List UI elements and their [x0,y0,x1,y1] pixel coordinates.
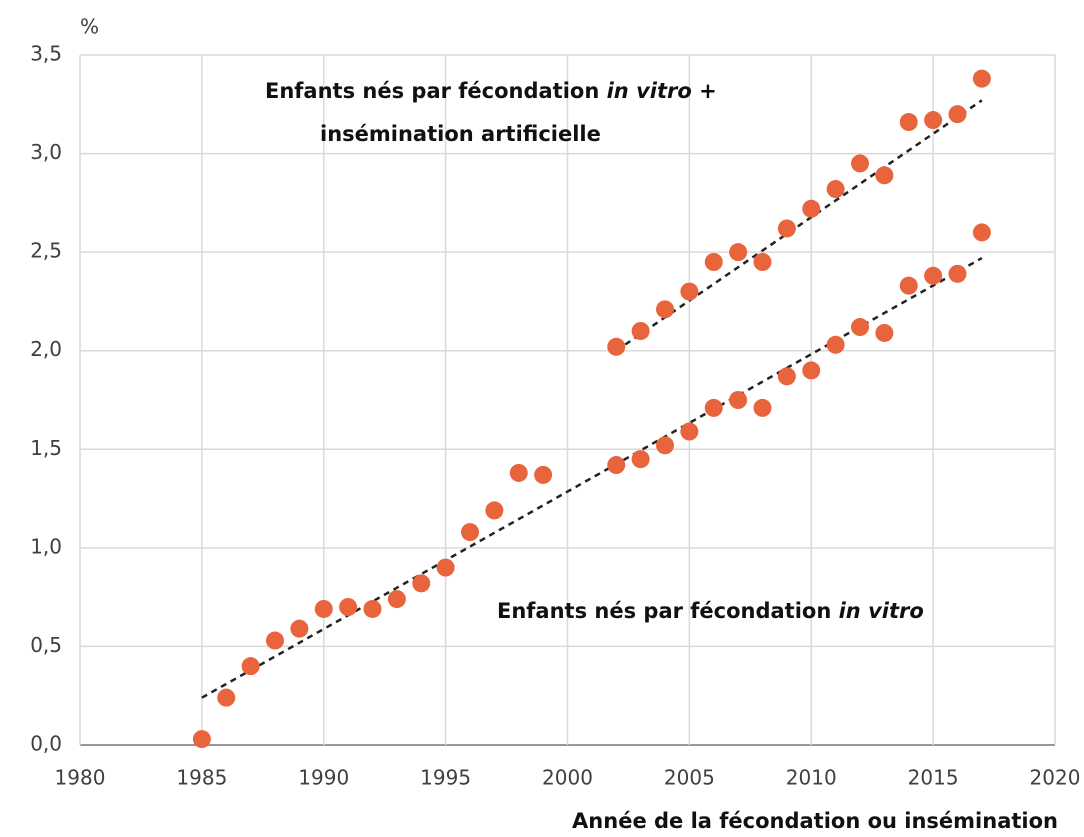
data-point [534,465,553,484]
y-tick-label: 3,5 [30,42,62,66]
data-point [826,180,845,199]
data-point [899,276,918,295]
data-point [753,253,772,271]
y-tick-label: 0,5 [30,633,62,657]
annotation-part: Enfants nés par fécondation [497,599,839,623]
data-point [729,243,748,262]
annotation-part: + [692,79,717,103]
data-point [509,463,528,482]
y-tick-label: 2,5 [30,239,62,263]
data-point [656,436,674,455]
data-point [607,456,626,475]
data-point [363,599,382,618]
data-point [217,688,236,707]
annotation: Enfants nés par fécondation in vitro + [265,79,717,103]
x-tick-label: 1995 [420,766,471,790]
x-tick-label: 1985 [176,766,227,790]
x-tick-label: 1990 [298,766,349,790]
data-point [607,337,626,356]
data-point [241,657,260,676]
data-point [631,450,650,469]
y-tick-label: 1,0 [30,534,62,558]
data-point [461,523,479,542]
data-point [851,318,869,337]
data-point [631,322,650,340]
data-point [924,111,943,130]
data-point [948,264,967,283]
data-point [777,219,796,238]
data-point [290,619,309,638]
x-tick-label: 2015 [908,766,959,790]
data-point [485,501,504,520]
data-point [656,300,674,319]
data-point [704,398,723,417]
data-point [729,391,748,409]
annotation-part: in vitro [839,599,924,623]
data-point [387,590,406,609]
data-point [972,69,991,88]
data-point [753,398,772,417]
data-point [875,166,894,185]
data-point [924,266,943,285]
x-tick-label: 2005 [664,766,715,790]
data-point [899,113,918,132]
data-point [412,574,431,593]
x-tick-label: 2000 [542,766,593,790]
annotation-part: Enfants nés par fécondation [265,79,607,103]
y-tick-label: 3,0 [30,140,62,164]
data-point [192,730,211,749]
data-point [875,323,894,342]
data-point [826,335,845,354]
x-axis-label: Année de la fécondation ou insémination [572,809,1058,833]
data-point [972,223,991,242]
data-point [777,367,796,386]
annotation: Enfants nés par fécondation in vitro [497,599,924,623]
data-point [680,422,699,441]
y-tick-label: 1,5 [30,436,62,460]
y-tick-label: 0,0 [30,732,62,756]
annotation: insémination artificielle [320,122,601,146]
trend-line [615,99,983,352]
data-point [436,558,455,577]
data-point [704,253,723,271]
data-point [802,361,821,380]
data-point [851,154,869,173]
x-tick-label: 2020 [1030,766,1081,790]
y-tick-label: 2,0 [30,337,62,361]
annotation-part: in vitro [607,79,692,103]
x-tick-label: 1980 [55,766,106,790]
data-point [948,105,967,124]
y-unit: % [80,15,99,39]
data-point [802,199,821,218]
data-point [266,631,284,650]
x-tick-label: 2010 [786,766,837,790]
data-point [680,282,699,301]
data-point [314,599,333,618]
data-point [339,598,358,616]
